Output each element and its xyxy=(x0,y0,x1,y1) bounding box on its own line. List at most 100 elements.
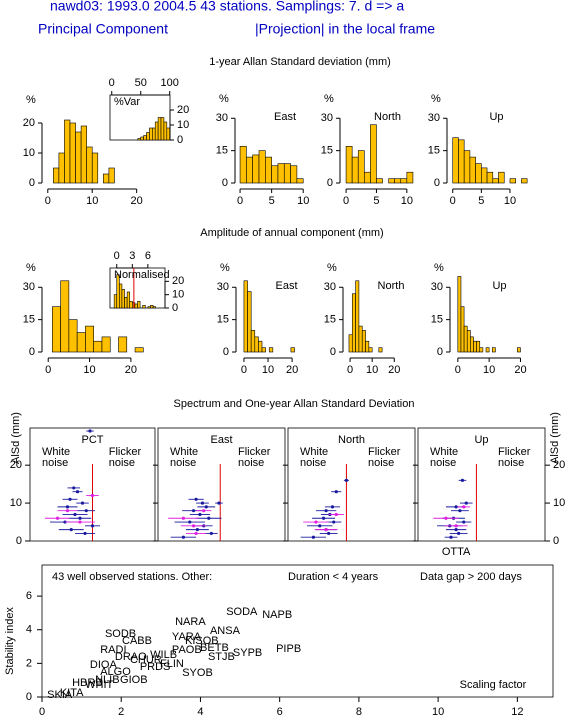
point xyxy=(334,512,338,517)
bar xyxy=(91,152,99,184)
x-tick-label: 6 xyxy=(277,706,283,718)
section-title: Amplitude of annual component (mm) xyxy=(200,227,383,239)
y-tick-label: 10 xyxy=(553,497,565,509)
annotation: White noise xyxy=(430,446,458,469)
point xyxy=(194,497,198,501)
bar xyxy=(406,171,414,184)
x-tick-label: 5 xyxy=(373,195,379,207)
point-label: KITA xyxy=(60,687,84,699)
x-tick-label: 10 xyxy=(432,706,444,718)
bar xyxy=(473,340,477,353)
bar xyxy=(268,347,274,353)
bar xyxy=(64,119,71,184)
panel-label: Up xyxy=(489,111,503,123)
y-tick-label: 20 xyxy=(553,459,565,471)
bar xyxy=(457,276,462,353)
legend-entry: Data gap > 200 days xyxy=(420,571,522,583)
bar xyxy=(85,325,94,353)
bar xyxy=(481,167,488,184)
point xyxy=(90,524,95,528)
y-tick-label: 20 xyxy=(10,459,22,471)
x-tick-label: 20 xyxy=(131,195,143,207)
bar xyxy=(137,138,142,141)
x-tick-label: 10 xyxy=(83,364,95,376)
panel-frame xyxy=(417,427,546,542)
x-tick-label: 12 xyxy=(511,706,523,718)
y-tick-label: 30 xyxy=(217,281,229,293)
point xyxy=(454,528,458,532)
point-label: NLIB xyxy=(95,674,119,686)
point xyxy=(462,520,466,524)
bar xyxy=(277,163,285,184)
y-tick-label: 10 xyxy=(23,147,35,159)
bar xyxy=(146,132,150,141)
point xyxy=(458,509,462,513)
y-tick-label: 0 xyxy=(327,177,333,189)
point xyxy=(344,478,349,482)
annotation: Flicker noise xyxy=(368,446,401,469)
y-tick-label: 0 xyxy=(553,535,559,547)
y-tick-label: 4 xyxy=(26,624,32,636)
bar xyxy=(290,165,298,184)
x-tick-label: 0 xyxy=(241,364,247,376)
y-axis-label: AlSd (mm) xyxy=(549,412,561,464)
point xyxy=(194,531,198,536)
y-tick-label: 0 xyxy=(330,346,336,358)
point-label: SODA xyxy=(226,606,258,618)
point-label: SYPB xyxy=(233,647,262,659)
point xyxy=(449,535,453,539)
bar xyxy=(258,150,266,184)
bar xyxy=(485,347,490,353)
y-axis-label: Stability index xyxy=(4,607,16,675)
point xyxy=(318,524,322,528)
x-tick-label: 20 xyxy=(514,364,526,376)
point-label: FLIN xyxy=(160,658,184,670)
bar xyxy=(351,156,359,184)
point-label: DRAO xyxy=(115,651,147,663)
point xyxy=(188,520,192,524)
bar xyxy=(149,127,153,141)
annotation: Flicker noise xyxy=(238,446,271,469)
bar xyxy=(103,173,110,184)
bar xyxy=(113,294,118,309)
x-tick-label: 10 xyxy=(262,364,274,376)
bar xyxy=(452,137,459,184)
point xyxy=(457,531,461,536)
y-tick-label: 0 xyxy=(434,177,440,189)
figure-title: nawd03: 1993.0 2004.5 43 stations. Sampl… xyxy=(50,0,404,14)
y-tick-label: 0 xyxy=(29,177,35,189)
point xyxy=(84,509,88,513)
point-label: CABB xyxy=(122,635,152,647)
point-label: PRDS xyxy=(140,661,171,673)
point xyxy=(217,501,221,505)
bar xyxy=(475,163,482,184)
legend-entry: Duration < 4 years xyxy=(288,571,379,583)
bar xyxy=(101,336,111,353)
bar xyxy=(370,124,377,184)
bar xyxy=(466,330,471,353)
right-caption: |Projection| in the local frame xyxy=(255,21,435,37)
bar xyxy=(160,117,165,141)
point xyxy=(72,486,76,490)
bar xyxy=(476,340,481,353)
inset-label: Normalised xyxy=(114,269,170,281)
y-tick-label: 0 xyxy=(222,177,228,189)
point-label: BETB xyxy=(200,642,229,654)
bar xyxy=(348,334,353,353)
bar xyxy=(137,301,141,309)
bar xyxy=(261,347,266,353)
panel-label: East xyxy=(275,280,297,292)
bar xyxy=(479,347,484,353)
y-tick-label: 15 xyxy=(428,145,440,157)
annotation: White noise xyxy=(42,446,70,469)
point-label: GIOB xyxy=(120,674,148,686)
panel-frame xyxy=(287,427,416,542)
point xyxy=(311,535,315,539)
bar xyxy=(351,293,356,353)
point-label: STJB xyxy=(208,651,235,663)
point xyxy=(88,429,92,433)
annotation: White noise xyxy=(300,446,328,469)
bar xyxy=(378,347,383,353)
bar xyxy=(498,171,505,184)
point xyxy=(90,493,95,498)
